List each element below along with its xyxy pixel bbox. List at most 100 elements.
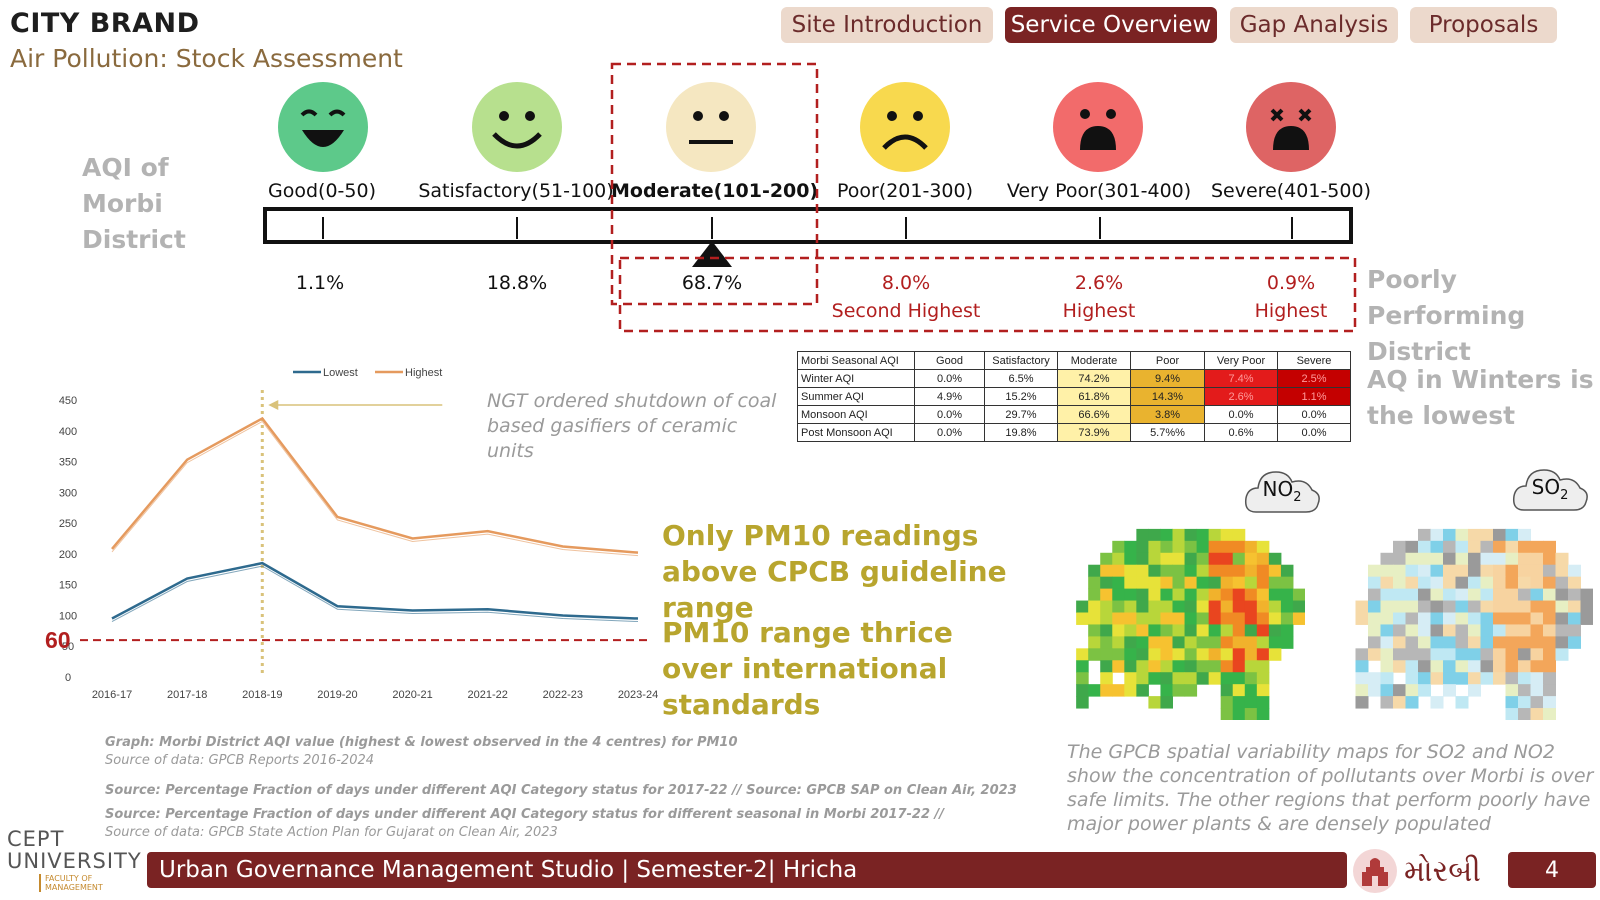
map-cell [1493, 564, 1506, 578]
source-note-2: Source: Percentage Fraction of days unde… [105, 807, 945, 822]
tab-service-overview[interactable]: Service Overview [1005, 7, 1217, 43]
map-cell [1196, 576, 1210, 590]
map-cell [1455, 624, 1469, 637]
map-cell [1430, 672, 1444, 685]
map-cell [1443, 552, 1456, 566]
map-cell [1530, 660, 1544, 673]
map-cell [1172, 540, 1186, 554]
map-cell [1172, 624, 1186, 637]
map-cell [1280, 600, 1294, 613]
map-cell [1244, 540, 1258, 554]
map-cell [1380, 552, 1394, 566]
table-cell: 0.0% [914, 369, 985, 388]
map-cell [1148, 600, 1161, 613]
map-cell [1076, 660, 1089, 673]
map-cell [1493, 648, 1506, 661]
map-cell [1480, 588, 1494, 602]
map-cell [1268, 564, 1282, 578]
map-cell [1232, 600, 1246, 613]
map-cell [1160, 576, 1173, 590]
map-cell [1518, 588, 1531, 602]
map-cell [1100, 624, 1113, 637]
map-cell [1530, 624, 1544, 637]
map-cell [1184, 612, 1198, 625]
neutral-face-icon [666, 82, 756, 172]
map-cell [1393, 612, 1406, 625]
map-cell [1505, 660, 1519, 673]
map-cell [1468, 528, 1481, 542]
map-cell [1220, 708, 1234, 720]
map-cell [1148, 528, 1161, 542]
map-cell [1136, 612, 1149, 625]
map-cell [1530, 600, 1544, 613]
map-cell [1418, 588, 1431, 602]
table-cell: 66.6% [1057, 405, 1131, 424]
map-cell [1244, 576, 1258, 590]
map-cell [1393, 624, 1406, 637]
y-tick-label: 250 [59, 518, 77, 530]
map-cell [1530, 588, 1544, 602]
table-row: Post Monsoon AQI 0.0% 19.8% 73.9% 5.7%% … [797, 423, 1351, 442]
map-cell [1480, 528, 1494, 542]
map-cell [1220, 540, 1234, 554]
map-cell [1505, 612, 1519, 625]
table-cell: Post Monsoon AQI [797, 423, 915, 442]
tab-site-introduction[interactable]: Site Introduction [781, 7, 993, 43]
brand-title: CITY BRAND [10, 8, 200, 39]
morbi-logo: મોરબી [1352, 846, 1502, 896]
map-cell [1555, 612, 1569, 625]
map-cell [1555, 564, 1569, 578]
table-cell: 0.0% [1277, 423, 1351, 442]
map-cell [1196, 612, 1210, 625]
table-row: Monsoon AQI 0.0% 29.7% 66.6% 3.8% 0.0% 0… [797, 405, 1351, 424]
map-cell [1208, 660, 1222, 673]
table-row: Winter AQI 0.0% 6.5% 74.2% 9.4% 7.4% 2.5… [797, 369, 1351, 388]
y-tick-label: 200 [59, 549, 77, 561]
map-cell [1136, 528, 1149, 542]
map-cell [1493, 528, 1506, 542]
tab-proposals[interactable]: Proposals [1410, 7, 1557, 43]
map-cell [1148, 540, 1161, 554]
table-header-cell: Morbi Seasonal AQI [797, 351, 915, 370]
map-cell [1430, 576, 1444, 590]
map-cell [1124, 636, 1137, 649]
map-cell [1530, 648, 1544, 661]
x-tick-label: 2020-21 [392, 689, 432, 701]
triangle-marker-icon [692, 241, 732, 267]
map-cell [1418, 624, 1431, 637]
map-cell [1268, 588, 1282, 602]
map-cell [1368, 636, 1381, 649]
map-cell [1232, 552, 1246, 566]
map-cell [1418, 660, 1431, 673]
map-cell [1405, 696, 1419, 709]
tab-gap-analysis[interactable]: Gap Analysis [1230, 7, 1398, 43]
map-cell [1160, 540, 1173, 554]
map-cell [1530, 684, 1544, 697]
map-cell [1256, 624, 1270, 637]
map-cell [1256, 648, 1270, 661]
map-cell [1148, 636, 1161, 649]
map-cell [1468, 684, 1481, 697]
map-cell [1136, 540, 1149, 554]
note-very-poor: Highest [1062, 300, 1136, 322]
map-cell [1393, 540, 1406, 554]
table-cell: 0.6% [1204, 423, 1278, 442]
map-cell [1455, 636, 1469, 649]
map-cell [1208, 564, 1222, 578]
map-cell [1232, 708, 1246, 720]
map-cell [1368, 648, 1381, 661]
map-cell [1208, 528, 1222, 542]
map-cell [1518, 624, 1531, 637]
map-cell [1380, 624, 1394, 637]
map-cell [1232, 576, 1246, 590]
map-cell [1493, 600, 1506, 613]
map-cell [1493, 552, 1506, 566]
shocked-face-icon [1053, 82, 1143, 172]
map-cell [1100, 648, 1113, 661]
y-tick-label: 50 [62, 641, 74, 653]
page-subtitle: Air Pollution: Stock Assessment [10, 44, 403, 73]
map-cell [1208, 612, 1222, 625]
scale-tick [322, 217, 324, 239]
map-cell [1543, 576, 1556, 590]
y-tick-label: 150 [59, 580, 77, 592]
